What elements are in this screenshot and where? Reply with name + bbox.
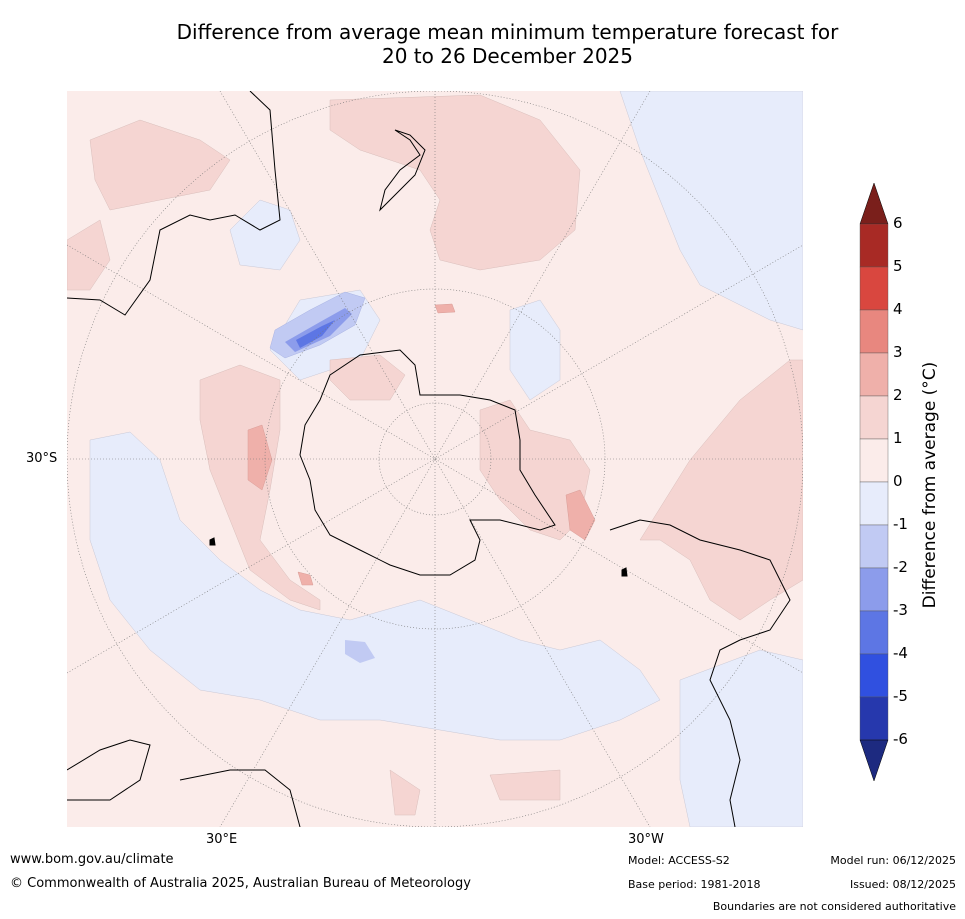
colorbar-tick-label: -5 bbox=[893, 687, 908, 705]
colorbar-tick-label: 0 bbox=[893, 472, 903, 490]
new-zealand-coastline bbox=[379, 129, 426, 212]
colorbar-band-0_to_1 bbox=[859, 438, 889, 483]
colorbar-tick-label: -3 bbox=[893, 601, 908, 619]
colorbar-band-m4_to_m3 bbox=[859, 610, 889, 655]
title-line-2: 20 to 26 December 2025 bbox=[381, 44, 633, 68]
coastlines bbox=[67, 91, 791, 827]
madagascar-coastline bbox=[179, 769, 301, 827]
australia-coastline bbox=[67, 91, 281, 316]
colorbar-tick-label: 1 bbox=[893, 429, 903, 447]
colorbar-tick-label: 4 bbox=[893, 300, 903, 318]
lat-label-30s: 30°S bbox=[26, 451, 58, 466]
colorbar-tick-label: -4 bbox=[893, 644, 908, 662]
above-average-regions bbox=[67, 94, 803, 816]
footer-copyright: © Commonwealth of Australia 2025, Austra… bbox=[10, 876, 471, 891]
lon-label-30e: 30°E bbox=[206, 832, 238, 847]
cool-patches bbox=[269, 291, 375, 663]
title-line-1: Difference from average mean minimum tem… bbox=[176, 20, 839, 44]
colorbar-above-triangle bbox=[859, 182, 889, 225]
footer-url[interactable]: www.bom.gov.au/climate bbox=[10, 852, 174, 867]
colorbar-band-m5_to_m4 bbox=[859, 653, 889, 698]
colorbar bbox=[859, 182, 889, 782]
colorbar-band-4_to_5 bbox=[859, 266, 889, 311]
colorbar-band-2_to_3 bbox=[859, 352, 889, 397]
colorbar-tick-label: -1 bbox=[893, 515, 908, 533]
south-america-coastline bbox=[609, 519, 791, 827]
colorbar-title: Difference from average (°C) bbox=[920, 361, 940, 609]
footer-model: Model: ACCESS-S2 bbox=[628, 854, 730, 867]
lon-label-30w: 30°W bbox=[628, 832, 664, 847]
graticule bbox=[67, 91, 803, 827]
footer-model-run: Model run: 06/12/2025 bbox=[830, 854, 956, 867]
colorbar-band-m1_to_0 bbox=[859, 481, 889, 526]
colorbar-tick-label: 6 bbox=[893, 214, 903, 232]
colorbar-band-3_to_4 bbox=[859, 309, 889, 354]
colorbar-tick-label: 2 bbox=[893, 386, 903, 404]
colorbar-tick-label: 3 bbox=[893, 343, 903, 361]
africa-coastline bbox=[67, 739, 151, 801]
colorbar-tick-label: -2 bbox=[893, 558, 908, 576]
colorbar-band-m6_to_m5 bbox=[859, 696, 889, 741]
colorbar-tick-label: -6 bbox=[893, 730, 908, 748]
footer-issued: Issued: 08/12/2025 bbox=[849, 878, 956, 891]
footer-disclaimer: Boundaries are not considered authoritat… bbox=[712, 900, 956, 913]
map-title: Difference from average mean minimum tem… bbox=[0, 20, 965, 68]
warm-patches bbox=[247, 303, 596, 586]
colorbar-band-5_to_6 bbox=[859, 223, 889, 268]
colorbar-below-triangle bbox=[859, 739, 889, 782]
colorbar-band-m3_to_m2 bbox=[859, 567, 889, 612]
footer-base-period: Base period: 1981-2018 bbox=[628, 878, 761, 891]
colorbar-band-1_to_2 bbox=[859, 395, 889, 440]
antarctica-coastline bbox=[299, 349, 556, 576]
colorbar-band-m2_to_m1 bbox=[859, 524, 889, 569]
colorbar-tick-label: 5 bbox=[893, 257, 903, 275]
